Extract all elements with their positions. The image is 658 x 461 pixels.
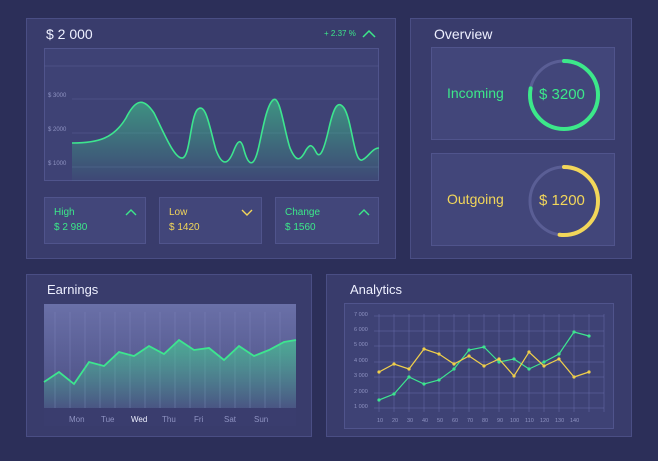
x-tick: 30 xyxy=(407,418,414,424)
x-tick: 130 xyxy=(555,418,565,424)
x-tick: 80 xyxy=(482,418,489,424)
x-tick: 140 xyxy=(570,418,580,424)
earnings-panel: Earnings Mon Tue Wed Thu Fri Sat S xyxy=(26,274,312,437)
chevron-up-icon xyxy=(358,209,370,216)
x-tick: 20 xyxy=(392,418,399,424)
balance-line xyxy=(71,98,380,164)
chevron-up-icon xyxy=(125,209,137,216)
stat-label: Change xyxy=(285,207,321,218)
stat-label: High xyxy=(54,207,75,218)
stat-value: $ 1560 xyxy=(285,222,316,233)
x-tick: 40 xyxy=(422,418,429,424)
x-tick: 90 xyxy=(497,418,504,424)
y-tick: 1 000 xyxy=(354,404,368,410)
outgoing-value: $ 1200 xyxy=(539,192,585,209)
incoming-label: Incoming xyxy=(447,85,504,101)
y-axis-label: $ 2000 xyxy=(48,127,67,133)
earnings-line xyxy=(43,338,297,386)
balance-change: + 2.37 % xyxy=(324,29,356,38)
balance-amount: $ 2 000 xyxy=(46,26,93,42)
stat-label: Low xyxy=(169,207,188,218)
analytics-chart xyxy=(374,314,605,412)
x-tick: 70 xyxy=(467,418,474,424)
x-tick: 100 xyxy=(510,418,520,424)
x-tick: 10 xyxy=(377,418,384,424)
outgoing-card[interactable]: Outgoing $ 1200 xyxy=(431,153,615,246)
y-axis-label: $ 1000 xyxy=(48,161,67,167)
balance-panel: $ 2 000 + 2.37 % $ 3000 $ 2000 $ 1000 Hi… xyxy=(26,18,396,259)
incoming-value: $ 3200 xyxy=(539,86,585,103)
y-axis-label: $ 3000 xyxy=(48,93,67,99)
stat-value: $ 1420 xyxy=(169,222,200,233)
analytics-panel: Analytics 7 000 6 000 5 000 4 000 3 000 … xyxy=(326,274,632,437)
y-tick: 3 000 xyxy=(354,373,368,379)
stat-card-low[interactable]: Low $ 1420 xyxy=(159,197,262,244)
x-tick: 50 xyxy=(437,418,444,424)
earnings-chart xyxy=(43,304,297,426)
y-tick: 7 000 xyxy=(354,312,368,318)
analytics-title: Analytics xyxy=(350,282,403,297)
x-tick: 120 xyxy=(540,418,550,424)
chevron-up-icon[interactable] xyxy=(362,29,376,38)
balance-area xyxy=(72,99,379,181)
day-label[interactable]: Mon xyxy=(69,415,85,424)
x-tick: 60 xyxy=(452,418,459,424)
y-tick: 2 000 xyxy=(354,389,368,395)
balance-chart xyxy=(44,65,380,181)
day-label[interactable]: Fri xyxy=(194,415,204,424)
earnings-title: Earnings xyxy=(47,282,99,297)
outgoing-label: Outgoing xyxy=(447,191,504,207)
stat-value: $ 2 980 xyxy=(54,222,88,233)
day-label[interactable]: Sat xyxy=(224,415,237,424)
earnings-area xyxy=(44,340,296,408)
overview-panel: Overview Incoming $ 3200 Outgoing $ 1200 xyxy=(410,18,632,259)
day-label-selected[interactable]: Wed xyxy=(131,415,148,424)
y-tick: 5 000 xyxy=(354,342,368,348)
chevron-down-icon xyxy=(241,209,253,216)
outgoing-gauge xyxy=(528,165,600,237)
stat-card-high[interactable]: High $ 2 980 xyxy=(44,197,146,244)
day-label[interactable]: Tue xyxy=(101,415,115,424)
day-label[interactable]: Thu xyxy=(162,415,176,424)
x-tick: 110 xyxy=(525,418,534,424)
y-tick: 4 000 xyxy=(354,358,368,364)
overview-title: Overview xyxy=(434,26,493,42)
stat-card-change[interactable]: Change $ 1560 xyxy=(275,197,379,244)
day-label[interactable]: Sun xyxy=(254,415,269,424)
incoming-gauge xyxy=(528,59,600,131)
incoming-card[interactable]: Incoming $ 3200 xyxy=(431,47,615,140)
y-tick: 6 000 xyxy=(354,327,368,333)
